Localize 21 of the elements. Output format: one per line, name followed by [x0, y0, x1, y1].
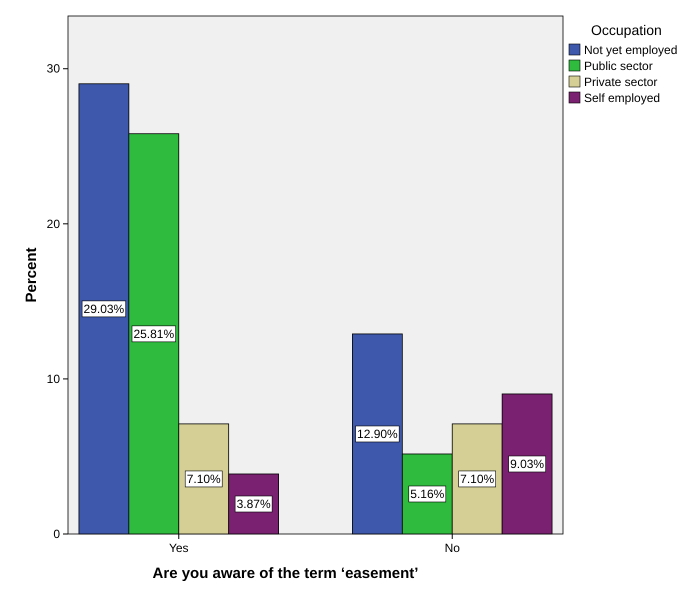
data-label: 7.10% — [186, 472, 222, 486]
data-label: 9.03% — [510, 456, 544, 471]
y-tick-label: 10 — [46, 372, 60, 386]
x-tick-label: No — [444, 541, 460, 555]
data-label: 7.10% — [460, 472, 495, 486]
legend-title: Occupation — [591, 22, 662, 38]
y-axis-title: Percent — [23, 247, 40, 303]
y-tick-label: 20 — [46, 216, 60, 231]
data-label: 12.90% — [357, 426, 398, 441]
y-tick-label: 0 — [53, 527, 60, 541]
y-tick-label: 30 — [46, 62, 60, 76]
data-label: 29.03% — [84, 302, 125, 316]
data-label: 25.81% — [133, 326, 174, 341]
x-axis-title: Are you aware of the term ‘easement’ — [152, 565, 418, 582]
x-tick-label: Yes — [168, 541, 189, 555]
legend-label: Private sector — [584, 75, 658, 89]
legend-label: Not yet employed — [584, 43, 678, 57]
legend-label: Public sector — [584, 59, 653, 73]
data-label: 5.16% — [410, 486, 445, 501]
legend-label: Self employed — [584, 91, 660, 105]
data-label: 3.87% — [236, 496, 271, 511]
